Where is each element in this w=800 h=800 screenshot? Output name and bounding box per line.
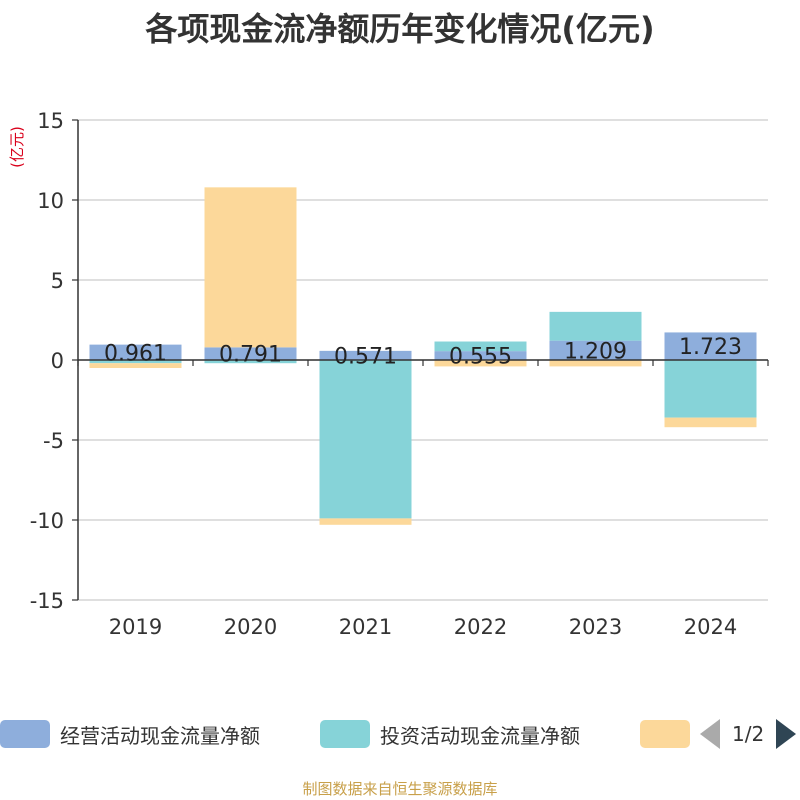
- y-tick-label: 10: [37, 189, 64, 213]
- legend-swatch-investing: [320, 720, 370, 748]
- bars: [89, 187, 757, 525]
- legend-label-investing: 投资活动现金流量净额: [380, 723, 580, 748]
- data-label: 0.555: [449, 345, 512, 370]
- legend-prev-page-icon[interactable]: [700, 719, 720, 749]
- bar-2: [89, 360, 182, 364]
- bar-2: [549, 311, 642, 341]
- data-labels: 0.961 0.791 0.571 0.555 1.209 1.723: [104, 335, 742, 369]
- legend-swatch-operating: [0, 720, 50, 748]
- bar-3: [319, 518, 412, 525]
- bar-2: [664, 360, 757, 418]
- x-tick-label: 2024: [684, 615, 737, 639]
- x-tick-label: 2022: [454, 615, 507, 639]
- y-tick-label: -10: [30, 509, 64, 533]
- legend-label-operating: 经营活动现金流量净额: [60, 723, 260, 748]
- y-axis-label: (亿元): [8, 126, 26, 168]
- data-label: 0.791: [219, 343, 282, 368]
- chart-title: 各项现金流净额历年变化情况(亿元): [145, 10, 655, 48]
- bar-1: [89, 344, 182, 360]
- legend-item-financing[interactable]: [640, 716, 690, 752]
- y-tick-label: -15: [30, 589, 64, 613]
- legend-page-indicator: 1/2: [732, 722, 765, 746]
- x-tick-label: 2019: [109, 615, 162, 639]
- x-tick-label: 2020: [224, 615, 277, 639]
- y-tick-label: 15: [37, 109, 64, 133]
- bar-3: [549, 360, 642, 367]
- legend-swatch-financing: [640, 720, 690, 748]
- legend: 经营活动现金流量净额 投资活动现金流量净额: [0, 716, 800, 752]
- bar-1: [204, 347, 297, 360]
- bar-3: [89, 363, 182, 368]
- y-tick-label: -5: [43, 429, 64, 453]
- source-note: 制图数据来自恒生聚源数据库: [302, 780, 498, 798]
- bar-3: [664, 417, 757, 428]
- axes: 15 10 5 0 -5 -10 -15 2019 2020 2021 2022 2023 2024: [30, 109, 769, 639]
- bar-1: [664, 332, 757, 360]
- legend-item-investing[interactable]: 投资活动现金流量净额: [320, 716, 580, 752]
- y-tick-label: 5: [51, 269, 64, 293]
- bar-3: [434, 360, 527, 367]
- legend-next-page-icon[interactable]: [776, 719, 797, 749]
- data-label: 1.723: [679, 335, 742, 360]
- bar-1: [549, 340, 642, 360]
- data-label: 1.209: [564, 339, 627, 364]
- x-tick-label: 2021: [339, 615, 392, 639]
- bar-3: [204, 187, 297, 348]
- x-tick-label: 2023: [569, 615, 622, 639]
- y-tick-label: 0: [51, 349, 64, 373]
- bar-2: [204, 360, 297, 364]
- data-label: 0.961: [104, 341, 167, 366]
- bar-1: [434, 351, 527, 360]
- legend-item-operating[interactable]: 经营活动现金流量净额: [0, 716, 260, 752]
- bar-2: [319, 360, 412, 519]
- bar-1: [319, 350, 412, 360]
- data-label: 0.571: [334, 344, 397, 369]
- bar-2: [434, 341, 527, 352]
- legend-pager: 1/2: [700, 716, 797, 752]
